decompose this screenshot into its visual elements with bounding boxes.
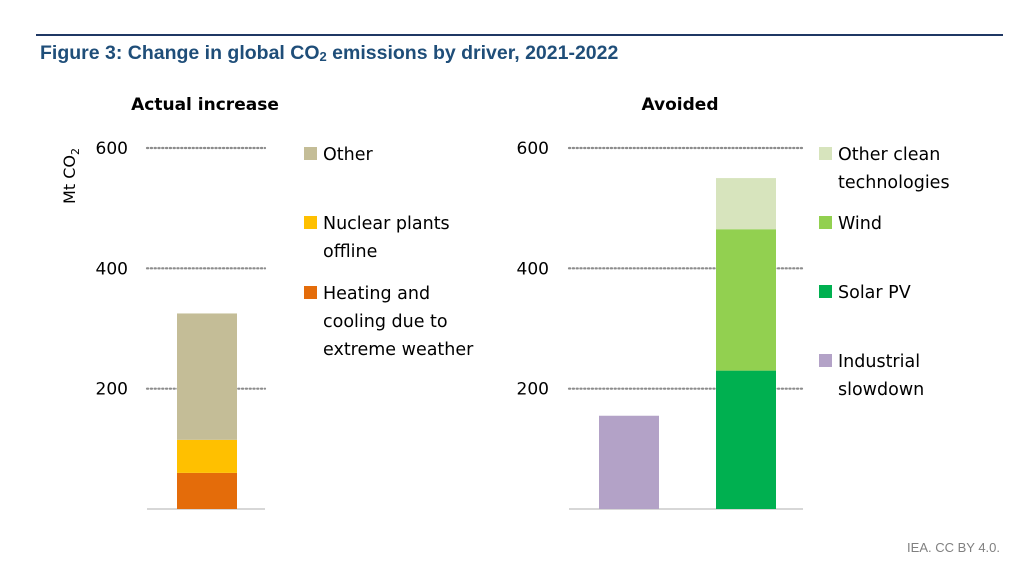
legend-label-line: Heating and bbox=[323, 284, 430, 304]
legend-label: Heating and cooling due to extreme weather bbox=[323, 284, 474, 360]
figure-title: Figure 3: Change in global CO2 emissions… bbox=[40, 42, 618, 65]
bar-segment-industrial-slowdown bbox=[599, 415, 659, 509]
panel-title: Actual increase bbox=[131, 95, 279, 115]
legend-label: Industrial slowdown bbox=[838, 352, 924, 400]
y-tick-label: 400 bbox=[517, 259, 549, 279]
bar-segment-wind bbox=[716, 229, 776, 371]
legend-swatch bbox=[304, 147, 317, 160]
figure-title-main: Figure 3: Change in global CO bbox=[40, 42, 320, 64]
legend-label: Other bbox=[323, 145, 373, 165]
legend-label-line: Nuclear plants bbox=[323, 214, 450, 234]
bar-segment-solar-pv bbox=[716, 370, 776, 509]
legend-label: Solar PV bbox=[838, 283, 911, 303]
y-tick-label: 200 bbox=[96, 380, 128, 400]
legend-swatch bbox=[304, 286, 317, 299]
legend-label-line: Wind bbox=[838, 214, 882, 234]
legend-swatch bbox=[819, 216, 832, 229]
legend-swatch bbox=[304, 216, 317, 229]
legend-label: Wind bbox=[838, 214, 882, 234]
legend-label-line: Solar PV bbox=[838, 283, 911, 303]
legend-label-line: extreme weather bbox=[323, 340, 474, 360]
panel-actual-increase: Actual increase 200 400 600 Mt CO2 Other Nucle… bbox=[60, 95, 474, 510]
y-tick-label: 600 bbox=[517, 139, 549, 159]
legend-label: Nuclear plants offline bbox=[323, 214, 450, 262]
y-axis-label-main: Mt CO bbox=[60, 155, 79, 204]
y-tick-label: 200 bbox=[517, 380, 549, 400]
legend-label-line: cooling due to bbox=[323, 312, 448, 332]
y-axis-label: Mt CO2 bbox=[60, 148, 82, 204]
figure-title-subscript: 2 bbox=[319, 49, 327, 64]
y-axis-label-subscript: 2 bbox=[69, 148, 82, 155]
legend-swatch bbox=[819, 354, 832, 367]
credit-text: IEA. CC BY 4.0. bbox=[907, 540, 1000, 555]
bar-segment-other-clean-technologies bbox=[716, 178, 776, 230]
legend-label-line: technologies bbox=[838, 173, 950, 193]
legend-label-line: offline bbox=[323, 242, 377, 262]
legend-swatch bbox=[819, 285, 832, 298]
legend-label-line: Industrial bbox=[838, 352, 920, 372]
y-tick-label: 400 bbox=[96, 259, 128, 279]
bar-segment-nuclear-plants-offline bbox=[177, 439, 237, 473]
legend-label-line: Other clean bbox=[838, 145, 940, 165]
figure-title-tail: emissions by driver, 2021-2022 bbox=[326, 42, 619, 64]
top-rule bbox=[36, 34, 1003, 36]
panel-avoided: Avoided 200 400 600 Other clean technologies W… bbox=[517, 95, 950, 510]
legend-label-line: Other bbox=[323, 145, 373, 165]
y-tick-label: 600 bbox=[96, 139, 128, 159]
bar-segment-other bbox=[177, 313, 237, 440]
legend-label-line: slowdown bbox=[838, 380, 924, 400]
panel-title: Avoided bbox=[641, 95, 718, 115]
bar-segment-heating-and-cooling-due-to-extreme-weather bbox=[177, 472, 237, 509]
legend-swatch bbox=[819, 147, 832, 160]
legend-label: Other clean technologies bbox=[838, 145, 950, 193]
